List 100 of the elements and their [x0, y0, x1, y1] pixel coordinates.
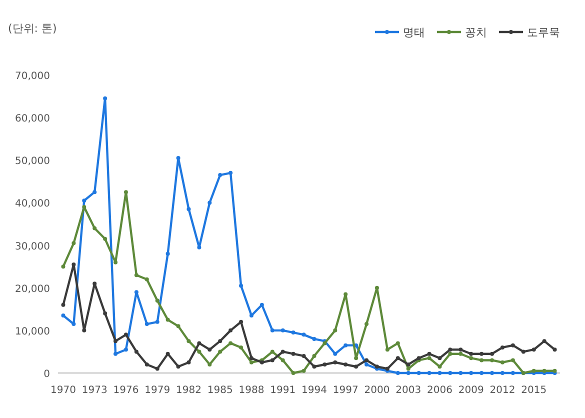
- point: [510, 358, 515, 362]
- point: [249, 360, 254, 364]
- point: [406, 371, 410, 375]
- point: [469, 356, 474, 360]
- point: [82, 328, 86, 332]
- x-tick-label: 1976: [113, 385, 139, 396]
- point: [270, 350, 274, 354]
- point: [208, 200, 212, 205]
- point: [280, 358, 285, 362]
- point: [239, 284, 244, 288]
- point: [438, 364, 442, 369]
- point: [260, 302, 264, 307]
- x-tick-label: 1979: [144, 385, 170, 396]
- point: [239, 345, 244, 350]
- point: [208, 362, 212, 366]
- point: [228, 328, 233, 332]
- y-tick-label: 40,000: [15, 198, 50, 210]
- point: [469, 352, 474, 356]
- point: [448, 371, 452, 375]
- point: [144, 277, 149, 282]
- legend-label: 꽁치: [465, 26, 487, 39]
- point: [239, 320, 244, 324]
- point: [134, 273, 138, 278]
- point: [103, 96, 108, 100]
- point: [364, 322, 369, 326]
- point: [280, 328, 285, 332]
- point: [166, 318, 170, 322]
- point: [396, 356, 400, 360]
- point: [176, 324, 180, 328]
- legend-label: 명태: [403, 26, 425, 39]
- point: [532, 368, 536, 373]
- point: [416, 371, 421, 375]
- point: [333, 352, 338, 356]
- point: [72, 241, 76, 246]
- point: [469, 371, 474, 375]
- point: [510, 371, 515, 375]
- point: [480, 358, 484, 362]
- point: [396, 371, 400, 375]
- point: [333, 328, 338, 332]
- y-tick-label: 50,000: [15, 156, 50, 168]
- point: [144, 322, 149, 326]
- point: [510, 343, 515, 348]
- y-tick-label: 70,000: [15, 71, 50, 82]
- point: [176, 156, 180, 160]
- x-tick-label: 2009: [458, 385, 484, 396]
- point: [427, 371, 432, 375]
- y-axis-title: (단위: 톤): [8, 22, 57, 35]
- y-tick-label: 60,000: [15, 114, 50, 125]
- point: [406, 362, 410, 366]
- point: [61, 264, 66, 269]
- point: [500, 360, 504, 364]
- point: [542, 339, 546, 344]
- point: [124, 332, 128, 337]
- point: [354, 356, 358, 360]
- point: [155, 298, 160, 303]
- point: [458, 348, 463, 352]
- point: [406, 366, 410, 371]
- point: [92, 226, 97, 230]
- x-tick-label: 2015: [521, 385, 547, 396]
- point: [385, 348, 390, 352]
- point: [270, 358, 274, 362]
- point: [72, 322, 76, 326]
- point: [197, 245, 202, 250]
- point: [155, 320, 160, 324]
- point: [302, 354, 306, 358]
- point: [218, 350, 222, 354]
- point: [291, 371, 296, 375]
- point: [312, 354, 316, 358]
- point: [480, 371, 484, 375]
- point: [291, 352, 296, 356]
- point: [364, 362, 369, 366]
- point: [500, 345, 504, 350]
- point: [458, 352, 463, 356]
- point: [312, 336, 316, 341]
- point: [124, 190, 128, 194]
- point: [344, 343, 348, 348]
- point: [480, 352, 484, 356]
- point: [82, 204, 86, 209]
- point: [92, 282, 97, 286]
- point: [134, 350, 138, 354]
- point: [333, 360, 338, 364]
- x-tick-label: 1994: [302, 385, 327, 396]
- point: [291, 330, 296, 335]
- point: [396, 341, 400, 346]
- point: [542, 368, 546, 373]
- x-tick-label: 2012: [490, 385, 516, 396]
- x-tick-label: 2003: [396, 385, 422, 396]
- point: [114, 260, 118, 264]
- point: [155, 366, 160, 371]
- legend-label: 도루묵: [527, 26, 560, 39]
- y-tick-label: 30,000: [15, 241, 50, 252]
- point: [280, 350, 285, 354]
- point: [438, 371, 442, 375]
- point: [176, 364, 180, 369]
- point: [344, 362, 348, 366]
- point: [144, 362, 149, 366]
- x-tick-label: 1997: [332, 385, 358, 396]
- point: [552, 368, 557, 373]
- x-tick-label: 1970: [50, 385, 76, 396]
- point: [490, 352, 494, 356]
